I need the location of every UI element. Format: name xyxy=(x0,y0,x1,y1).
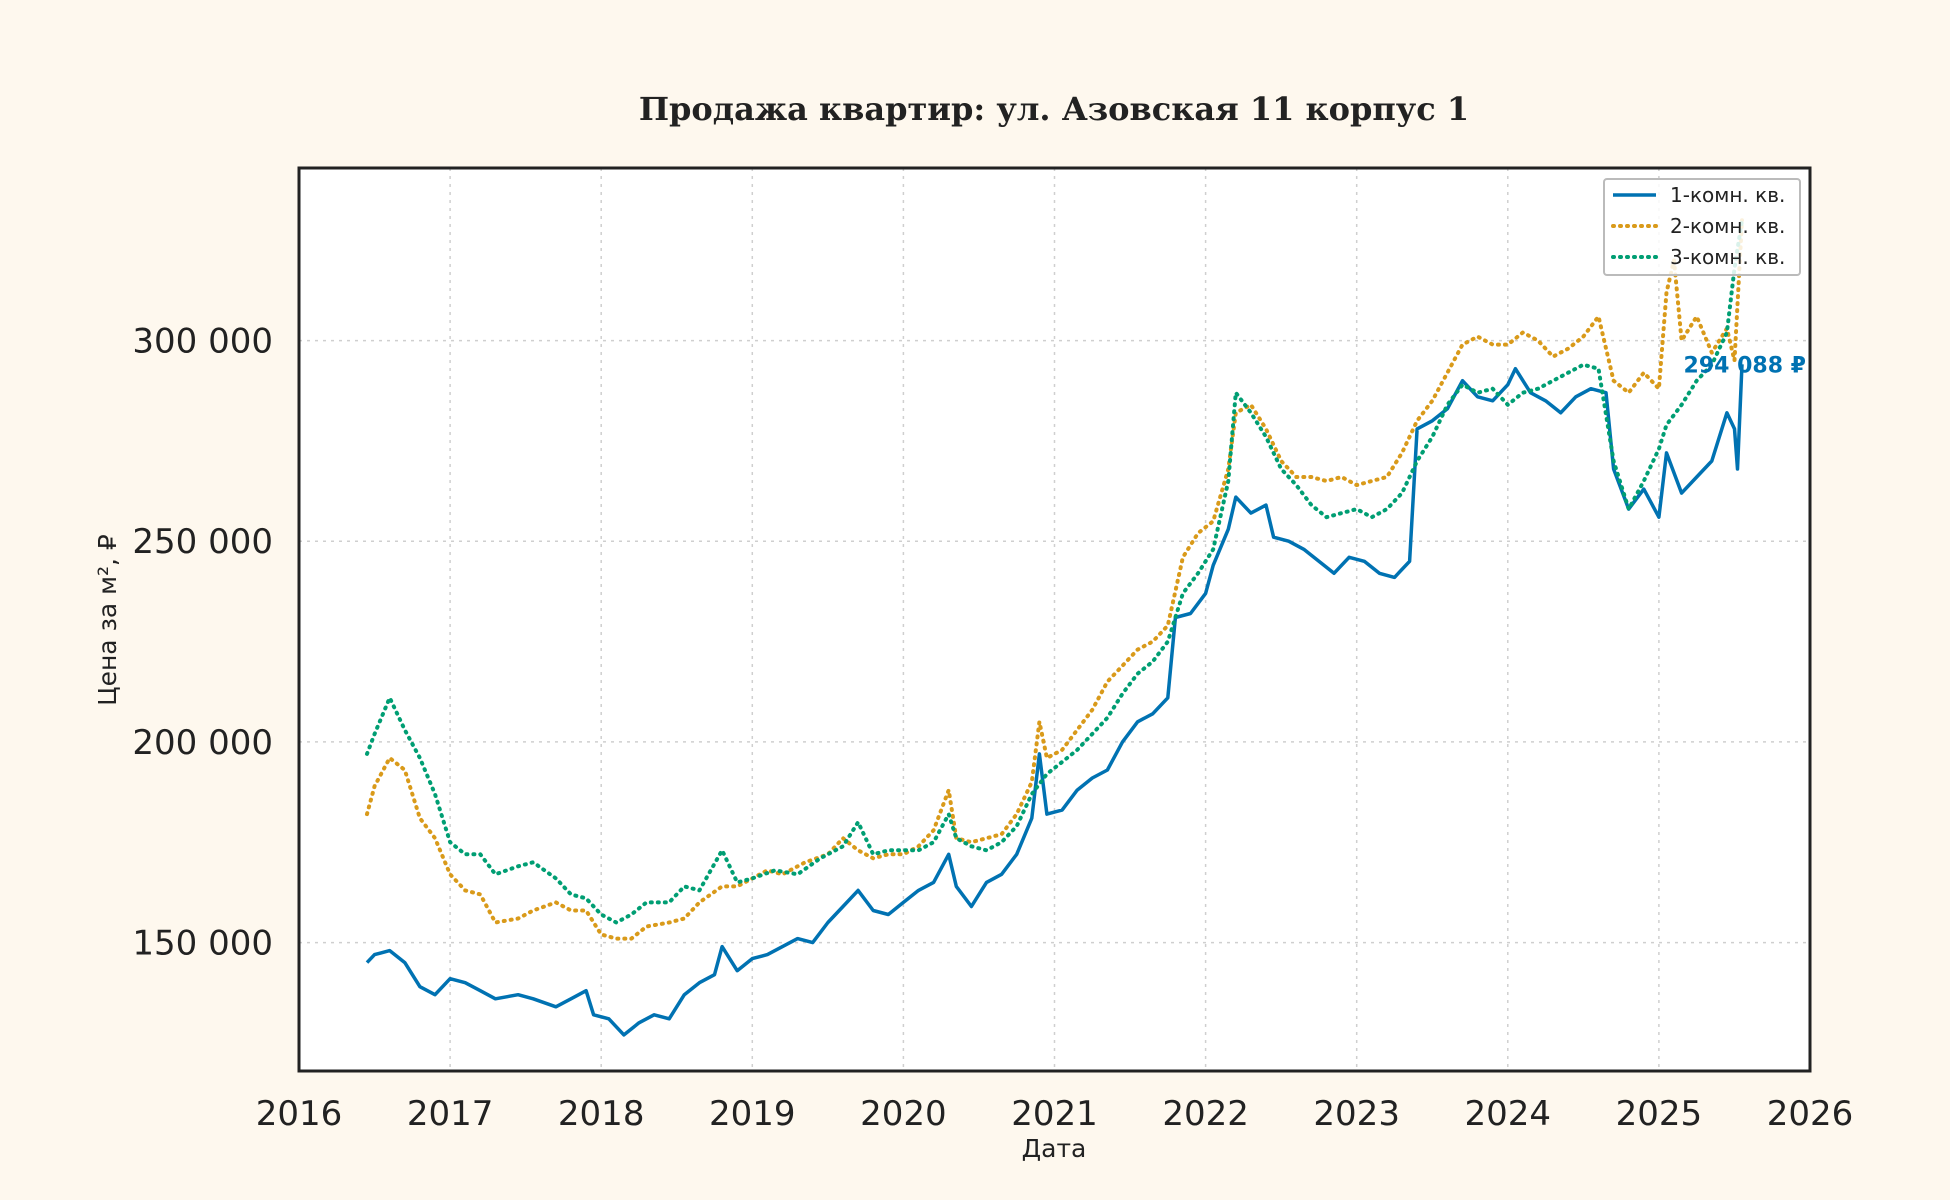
series-line-1 xyxy=(365,364,1744,1037)
legend-box xyxy=(1603,178,1801,276)
x-tick-label: 2017 xyxy=(407,1094,494,1134)
x-axis-label: Дата xyxy=(1022,1134,1087,1163)
legend-entry: 3-комн. кв. xyxy=(1670,245,1785,269)
x-tick-label: 2018 xyxy=(558,1094,645,1134)
x-tick-label: 2019 xyxy=(709,1094,796,1134)
grid xyxy=(299,168,1810,1071)
x-tick-label: 2023 xyxy=(1313,1094,1400,1134)
legend-entry: 2-комн. кв. xyxy=(1670,214,1785,238)
legend: 1-комн. кв. 2-комн. кв. 3-комн. кв. xyxy=(1603,178,1801,276)
x-tick-label: 2020 xyxy=(860,1094,947,1134)
x-tick-label: 2022 xyxy=(1162,1094,1249,1134)
y-tick-label: 300 000 xyxy=(132,322,273,362)
y-axis-ticks: 150 000 200 000 250 000 300 000 xyxy=(132,322,273,964)
x-tick-label: 2024 xyxy=(1465,1094,1552,1134)
x-tick-label: 2016 xyxy=(256,1094,343,1134)
x-tick-label: 2021 xyxy=(1011,1094,1098,1134)
x-tick-label: 2026 xyxy=(1767,1094,1854,1134)
x-tick-label: 2025 xyxy=(1616,1094,1703,1134)
x-axis-ticks: 2016 2017 2018 2019 2020 2021 2022 2023 2024 2025… xyxy=(256,1094,1854,1134)
y-tick-label: 150 000 xyxy=(132,924,273,964)
plot-area xyxy=(299,168,1810,1071)
y-tick-label: 250 000 xyxy=(132,522,273,562)
series-line-3 xyxy=(365,218,1744,925)
series-layer xyxy=(365,218,1744,1037)
chart-title: Продажа квартир: ул. Азовская 11 корпус … xyxy=(639,90,1469,128)
legend-entry: 1-комн. кв. xyxy=(1670,183,1785,207)
series-end-label: 294 088 ₽ xyxy=(1684,353,1806,378)
end-labels: 294 088 ₽ xyxy=(1684,353,1806,378)
plot-frame xyxy=(297,166,1812,1073)
y-tick-label: 200 000 xyxy=(132,723,273,763)
y-axis-label: Цена за м², ₽ xyxy=(93,534,122,706)
series-line-2 xyxy=(365,218,1744,941)
